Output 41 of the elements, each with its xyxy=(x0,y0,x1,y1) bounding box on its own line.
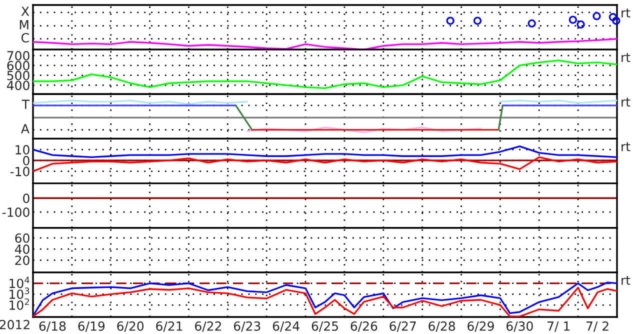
text: rt xyxy=(622,98,630,107)
y-tick-label: 0 xyxy=(23,194,30,204)
ref-line-label: C xyxy=(21,33,29,42)
x-tick-label: 7/ 1 xyxy=(548,322,570,332)
y-tick-label: 40 xyxy=(14,244,30,254)
y-tick-label: 10 xyxy=(16,145,30,155)
y-tick-label: 10$^{4}$ xyxy=(10,276,30,288)
y-tick-label: 700 xyxy=(7,50,30,60)
x-tick-label: 6/25 xyxy=(312,321,338,332)
y-tick-label: -10 xyxy=(10,166,30,176)
x-tick-label: 6/21 xyxy=(156,321,182,332)
text: rt xyxy=(622,276,630,285)
ref-line-label: X xyxy=(21,6,30,16)
y-tick-label: -100 xyxy=(2,208,30,217)
x-tick-label: 6/19 xyxy=(78,321,105,332)
y-tick-label: 20 xyxy=(15,256,30,266)
y-tick-label: 0 xyxy=(23,156,30,166)
x-tick-label: 6/29 xyxy=(468,321,494,332)
x-tick-label: 6/18 xyxy=(39,321,66,332)
ref-line-label: T xyxy=(22,100,30,109)
y-tick-label: 10$^{3}$ xyxy=(10,288,30,300)
ref-line-label: M xyxy=(20,20,28,30)
y-tick-label: 10$^{2}$ xyxy=(10,298,29,310)
text: rt xyxy=(622,8,630,18)
x-axis-title: 2012 xyxy=(0,320,30,330)
y-tick-label: 400 xyxy=(6,80,30,90)
y-tick-label: 600 xyxy=(7,60,30,70)
x-tick-label: 6/20 xyxy=(117,321,144,332)
x-tick-label: 7/ 2 xyxy=(586,321,608,332)
ref-line-label: A xyxy=(21,124,30,134)
x-tick-label: 6/26 xyxy=(350,321,378,332)
text: rt xyxy=(622,142,630,152)
x-tick-label: 6/30 xyxy=(506,321,533,332)
x-tick-label: 6/23 xyxy=(234,321,260,332)
x-tick-label: 6/24 xyxy=(272,321,300,332)
y-tick-label: 500 xyxy=(7,70,30,80)
x-tick-label: 6/28 xyxy=(428,321,455,332)
text: rt xyxy=(622,53,630,62)
y-tick-label: 60 xyxy=(15,233,30,243)
x-tick-label: 6/22 xyxy=(195,321,221,332)
x-tick-label: 6/27 xyxy=(390,321,416,332)
